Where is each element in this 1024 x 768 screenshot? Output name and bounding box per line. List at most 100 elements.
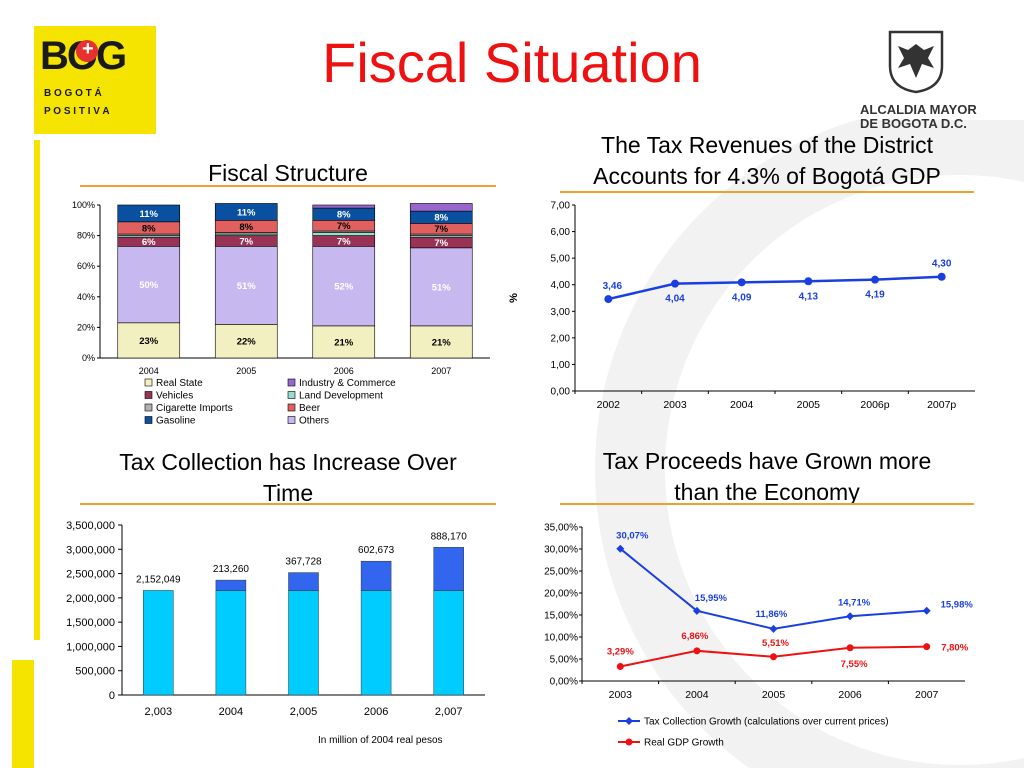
data-label: 4,13 xyxy=(799,291,819,302)
bar-segment xyxy=(312,246,376,327)
legend-swatch xyxy=(144,403,153,412)
legend-swatch xyxy=(287,378,296,387)
legend-swatch xyxy=(144,378,153,387)
legend-label: Beer xyxy=(299,403,321,414)
slide-title: Fiscal Situation xyxy=(322,31,702,94)
y-tick-label: 7,00 xyxy=(551,201,571,212)
data-label: 52% xyxy=(334,282,354,293)
legend-label: Others xyxy=(299,416,329,427)
y-tick-label: 25,00% xyxy=(544,567,578,578)
bar-segment xyxy=(117,246,181,324)
bar-base xyxy=(433,590,464,696)
data-label: 8% xyxy=(142,223,156,234)
bar-segment xyxy=(312,325,376,359)
y-tick-label: 1,000,000 xyxy=(66,641,115,653)
bar-base xyxy=(215,590,247,696)
data-label: 30,07% xyxy=(616,531,649,542)
legend-label: Gasoline xyxy=(156,416,196,427)
data-point xyxy=(923,643,931,651)
legend-label: Land Development xyxy=(299,391,383,402)
y-tick-label: 0,00% xyxy=(550,677,578,688)
data-label: 7% xyxy=(434,238,448,249)
x-tick-label: 2004 xyxy=(219,706,243,718)
data-label: 7% xyxy=(434,224,448,235)
legend-swatch xyxy=(144,391,153,399)
data-point xyxy=(804,277,813,286)
y-tick-label: 5,00% xyxy=(550,655,578,666)
x-tick-label: 2007 xyxy=(431,366,451,376)
x-tick-label: 2003 xyxy=(609,689,633,701)
tax-proceeds-title-line2: than the Economy xyxy=(674,479,860,505)
data-point xyxy=(737,278,746,287)
bar-segment xyxy=(214,324,278,359)
data-point xyxy=(922,606,931,615)
data-label: 7% xyxy=(337,236,351,247)
bar-segment xyxy=(312,204,376,209)
data-label: 11,86% xyxy=(756,609,788,620)
data-label: 15,95% xyxy=(695,593,728,604)
logo-text-line3: P O S I T I V A xyxy=(44,106,110,117)
legend-swatch xyxy=(287,416,296,424)
series-line xyxy=(608,275,942,301)
x-tick-label: 2005 xyxy=(797,399,821,411)
y-tick-label: 500,000 xyxy=(75,666,115,678)
y-tick-label: 15,00% xyxy=(544,611,578,622)
data-label: 7% xyxy=(239,236,253,247)
bar-base xyxy=(360,590,392,696)
data-label: 3,29% xyxy=(607,647,634,658)
data-label: 4,09 xyxy=(732,292,752,303)
data-label: 367,728 xyxy=(285,557,322,568)
tax-revenue-title-line2: Accounts for 4.3% of Bogotá GDP xyxy=(593,163,941,189)
y-tick-label: 3,000,000 xyxy=(66,544,115,556)
data-point xyxy=(846,612,855,621)
logo-text-line2: B O G O T Á xyxy=(44,88,102,99)
data-label: 6% xyxy=(142,237,156,248)
x-tick-label: 2004 xyxy=(730,399,754,411)
data-label: 2,152,049 xyxy=(136,574,181,585)
y-tick-label: 2,500,000 xyxy=(66,569,115,581)
y-tick-label: 0 xyxy=(109,690,115,702)
x-tick-label: 2005 xyxy=(236,366,256,376)
y-tick-label: 80% xyxy=(77,231,95,241)
bar-segment xyxy=(312,232,376,236)
data-label: 51% xyxy=(432,282,452,293)
bar-increment xyxy=(360,560,392,591)
x-tick-label: 2006 xyxy=(364,706,388,718)
data-point xyxy=(616,544,625,553)
x-tick-label: 2002 xyxy=(597,399,621,411)
data-label: 7% xyxy=(337,221,351,232)
y-tick-label: 40% xyxy=(77,292,95,302)
legend-swatch xyxy=(144,416,153,424)
fiscal-structure-title: Fiscal Structure xyxy=(208,160,368,186)
data-label: 14,71% xyxy=(838,597,871,608)
y-tick-label: 0% xyxy=(82,353,95,363)
data-label: 4,30 xyxy=(932,259,952,270)
sidebar-block xyxy=(12,660,34,768)
legend-label: Vehicles xyxy=(156,391,193,402)
data-label: 213,260 xyxy=(213,564,250,575)
y-tick-label: 100% xyxy=(72,200,95,210)
legend-marker xyxy=(625,717,633,725)
data-label: 3,46 xyxy=(603,281,623,292)
y-tick-label: 20,00% xyxy=(544,589,578,600)
legend-label: Industry & Commerce xyxy=(299,378,396,389)
data-point xyxy=(616,663,624,671)
data-point xyxy=(604,295,613,304)
y-tick-label: 0,00 xyxy=(551,387,571,398)
fiscal-structure-chart: 0% 20% 40% 60% 80% 100% 23% 50% 6% 8% 11% 2004 22% 51… xyxy=(72,200,490,427)
y-tick-label: 1,00 xyxy=(551,360,571,371)
sidebar-stripe xyxy=(34,140,40,640)
tax-revenue-gdp-chart: 0,00 1,00 2,00 3,00 4,00 5,00 6,00 7,00% 2002 200… xyxy=(508,201,975,411)
legend-label: Real GDP Growth xyxy=(644,738,724,749)
x-tick-label: 2,003 xyxy=(145,706,173,718)
y-tick-label: 5,00 xyxy=(551,254,571,265)
legend-marker xyxy=(625,738,633,746)
x-tick-label: 2,007 xyxy=(435,706,463,718)
data-point xyxy=(671,279,679,288)
y-tick-label: 2,000,000 xyxy=(66,593,115,605)
y-tick-label: 1,500,000 xyxy=(66,617,115,629)
bar-segment xyxy=(214,246,278,325)
data-label: 15,98% xyxy=(941,600,974,611)
x-tick-label: 2007p xyxy=(927,399,956,411)
x-tick-label: 2005 xyxy=(762,689,786,701)
